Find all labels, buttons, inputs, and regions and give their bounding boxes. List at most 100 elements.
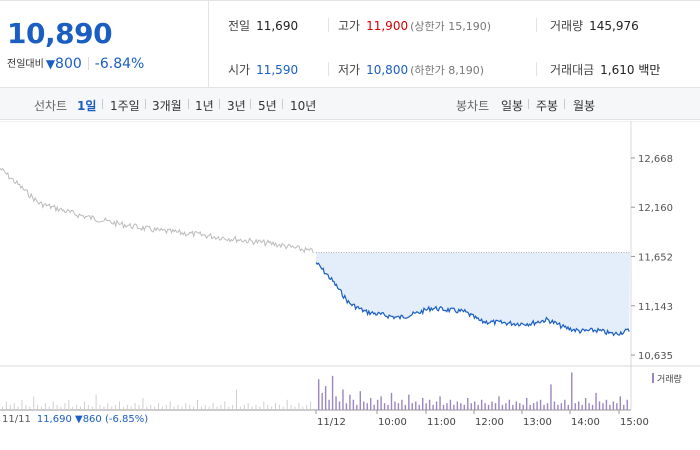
chart-svg: 12,668 12,160 11,652 11,143 10,635 거래량 11/12 10…: [0, 120, 700, 428]
volume-bar-prev: [208, 406, 210, 410]
volume-bar-today: [370, 398, 372, 410]
volume-bar-prev: [83, 401, 85, 410]
volume-bar-today: [602, 403, 604, 410]
volume-bar-prev: [99, 404, 101, 410]
volume-bar-prev: [60, 406, 62, 410]
volume-bar-prev: [95, 394, 97, 410]
volume-bar-prev: [275, 403, 276, 410]
prev-day-change: 11,690 ▼860 (-6.85%): [36, 414, 149, 425]
y-tick-label: 12,668: [638, 154, 673, 165]
period-1y[interactable]: 1년: [195, 99, 214, 113]
volume-bar-today: [557, 404, 559, 410]
volume-bar-today: [595, 392, 597, 410]
volume-bar-today: [373, 404, 375, 410]
period-3y[interactable]: 3년: [227, 99, 246, 113]
volume-bar-prev: [158, 403, 159, 410]
volume-bar-today: [567, 404, 569, 410]
volume-bar-today: [345, 403, 348, 410]
divider: [282, 99, 283, 109]
volume-cell: 거래량 145,976: [550, 17, 639, 34]
volume-bar-today: [571, 372, 573, 410]
volume-bar-today: [442, 404, 445, 410]
volume-bar-today: [439, 396, 441, 410]
volume-bar-prev: [5, 401, 7, 410]
volume-bar-today: [390, 392, 393, 410]
low-cell: 저가 10,800 (하한가 8,190): [338, 61, 484, 78]
low-label: 저가: [338, 63, 361, 77]
volume-bar-today: [536, 401, 538, 410]
volume-bar-today: [446, 403, 448, 410]
volume-bar-today: [435, 401, 438, 410]
volume-bar-prev: [13, 403, 15, 410]
volume-bar-prev: [302, 406, 304, 410]
today-fill-area: [316, 252, 630, 336]
volume-bar-prev: [200, 406, 202, 410]
volume-bar-today: [335, 396, 337, 410]
volume-bar-today: [387, 404, 389, 410]
volume-bar-today: [349, 394, 351, 410]
volume-bar-prev: [216, 406, 218, 410]
period-3m[interactable]: 3개월: [152, 99, 182, 113]
volume-bar-prev: [165, 404, 167, 410]
volume-bar-today: [363, 401, 365, 410]
divider: [250, 99, 251, 109]
volume-bar-today: [408, 394, 410, 410]
divider: [328, 18, 329, 32]
volume-bar-prev: [286, 399, 288, 410]
volume-bar-prev: [224, 401, 226, 410]
volume-bar-prev: [173, 406, 175, 410]
volume-bar-prev: [161, 406, 163, 410]
volume-bar-prev: [220, 404, 222, 410]
period-daily[interactable]: 일봉: [501, 99, 524, 113]
volume-bar-today: [574, 403, 576, 410]
volume-bar-today: [584, 398, 587, 410]
period-weekly[interactable]: 주봉: [536, 99, 559, 113]
volume-bar-today: [529, 404, 531, 410]
volume-bar-today: [380, 396, 382, 410]
volume-bar-today: [318, 379, 320, 410]
period-1w[interactable]: 1주일: [110, 99, 140, 113]
divider: [536, 18, 537, 32]
volume-bar-prev: [193, 406, 195, 410]
volume-bar-prev: [236, 389, 237, 410]
volume-bar-today: [564, 399, 566, 410]
volume-bar-prev: [278, 404, 280, 410]
volume-bar-prev: [282, 406, 284, 410]
period-1d[interactable]: 1일: [77, 99, 97, 113]
volume-bar-today: [546, 403, 549, 410]
volume-bar-prev: [91, 406, 93, 410]
volume-bar-prev: [17, 406, 19, 410]
volume-bar-prev: [122, 406, 124, 410]
volume-bar-today: [553, 401, 556, 410]
volume-bar-today: [425, 403, 427, 410]
volume-bar-prev: [232, 404, 234, 410]
candle-chart-label: 봉차트: [456, 99, 490, 113]
prev-close-label: 전일: [228, 19, 251, 33]
volume-bar-today: [498, 396, 500, 410]
volume-bar-prev: [290, 404, 292, 410]
volume-bar-today: [591, 404, 594, 410]
period-monthly[interactable]: 월봉: [573, 99, 596, 113]
volume-bar-today: [397, 403, 400, 410]
volume-bar-today: [359, 391, 361, 410]
volume-bar-prev: [197, 399, 198, 410]
high-cell: 고가 11,900 (상한가 15,190): [338, 17, 491, 34]
volume-bar-today: [428, 399, 431, 410]
period-5y[interactable]: 5년: [258, 99, 277, 113]
volume-bar-today: [619, 396, 621, 410]
volume-bar-prev: [310, 401, 312, 410]
volume-bar-today: [401, 399, 403, 410]
volume-bar-prev: [263, 401, 265, 410]
volume-bar-today: [501, 404, 504, 410]
upper-limit: (상한가 15,190): [410, 20, 492, 33]
volume-bar-prev: [239, 406, 241, 410]
volume-legend-swatch: [652, 373, 654, 383]
period-10y[interactable]: 10년: [290, 99, 317, 113]
volume-bar-prev: [255, 404, 257, 410]
open-label: 시가: [228, 63, 251, 77]
volume-bar-today: [494, 403, 497, 410]
volume-bar-prev: [68, 399, 70, 410]
volume-bar-today: [477, 404, 479, 410]
volume-bar-prev: [115, 404, 117, 410]
